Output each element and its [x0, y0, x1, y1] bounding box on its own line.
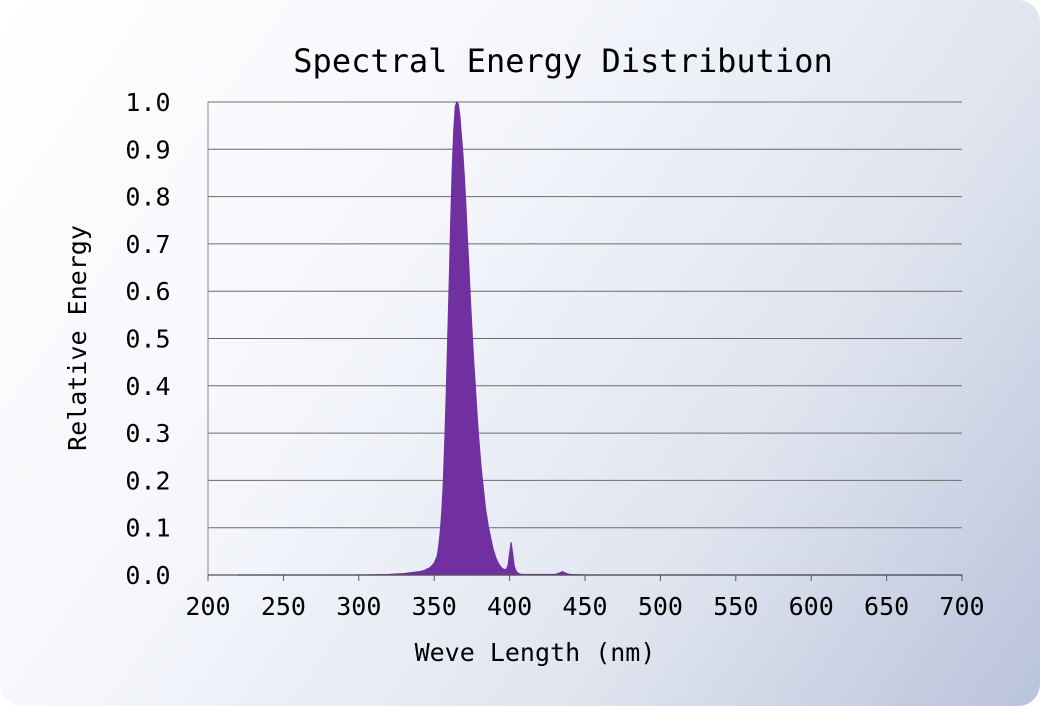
data-point	[453, 129, 455, 131]
data-point	[501, 567, 503, 569]
data-point	[510, 542, 512, 544]
chart-title: Spectral Energy Distribution	[293, 42, 832, 80]
grid-layer	[208, 101, 962, 529]
data-point	[512, 553, 514, 555]
data-point	[447, 337, 449, 340]
data-point	[484, 508, 487, 510]
x-tick-label: 700	[939, 592, 984, 621]
y-tick-label: 0.5	[125, 325, 170, 354]
data-point	[445, 394, 447, 396]
x-tick-label: 650	[864, 592, 909, 621]
tick-label-layer: 200 250 300 350 400 450 500 550 600 650 700 0.0 0.1 0…	[125, 88, 984, 621]
y-tick-label: 1.0	[125, 88, 170, 117]
y-tick-label: 0.7	[125, 230, 170, 259]
data-point	[450, 219, 452, 221]
data-point	[477, 427, 479, 429]
data-point	[472, 356, 475, 359]
data-point	[441, 512, 443, 515]
data-point	[463, 177, 465, 179]
data-point	[448, 281, 450, 283]
x-tick-label: 450	[562, 592, 607, 621]
data-point	[493, 553, 496, 555]
data-point	[444, 441, 446, 444]
data-point	[502, 568, 505, 570]
data-point	[490, 541, 493, 543]
data-point	[516, 572, 518, 574]
data-point	[459, 115, 461, 117]
y-tick-label: 0.4	[125, 372, 170, 401]
x-tick-label: 600	[789, 592, 834, 621]
data-point	[486, 517, 488, 519]
data-point	[474, 380, 476, 382]
data-point	[451, 167, 453, 169]
data-point	[469, 300, 471, 302]
y-axis-label: Relative Energy	[63, 225, 92, 451]
data-point	[465, 205, 467, 207]
y-tick-label: 0.6	[125, 277, 170, 306]
data-point	[439, 531, 441, 534]
data-point	[558, 572, 560, 574]
data-point	[442, 484, 444, 486]
data-point	[505, 568, 508, 570]
data-point	[518, 572, 520, 575]
y-tick-label: 0.9	[125, 135, 170, 164]
data-point	[498, 563, 500, 566]
x-tick-label: 400	[487, 592, 532, 621]
data-point	[436, 555, 438, 557]
data-point	[430, 565, 432, 568]
data-point	[489, 534, 491, 536]
data-point	[460, 134, 462, 136]
data-point	[513, 564, 515, 567]
y-tick-label: 0.0	[125, 561, 170, 590]
data-point	[403, 572, 405, 575]
x-tick-label: 200	[185, 592, 230, 621]
data-point	[418, 571, 420, 573]
data-point	[457, 103, 459, 105]
data-point	[438, 546, 440, 548]
x-axis-label: Weve Length (nm)	[415, 638, 656, 667]
data-point	[454, 106, 456, 108]
data-point	[509, 553, 511, 555]
data-point	[515, 569, 517, 571]
x-tick-label: 550	[713, 592, 758, 621]
data-point	[410, 572, 413, 574]
axis-layer	[207, 102, 963, 581]
data-point	[478, 446, 481, 448]
data-point	[496, 561, 499, 563]
data-point	[487, 527, 490, 529]
data-point	[433, 562, 435, 564]
x-tick-label: 250	[261, 592, 306, 621]
data-point	[495, 557, 497, 560]
x-tick-label: 500	[638, 592, 683, 621]
data-point	[468, 266, 470, 269]
data-point	[466, 238, 468, 240]
x-tick-label: 350	[412, 592, 457, 621]
data-point	[456, 101, 458, 103]
y-tick-label: 0.2	[125, 466, 170, 495]
data-point	[475, 404, 478, 406]
data-point	[462, 153, 464, 155]
data-point	[564, 572, 566, 574]
y-tick-label: 0.3	[125, 419, 170, 448]
data-point	[426, 568, 428, 570]
data-point	[504, 569, 506, 571]
data-point	[423, 570, 425, 572]
data-point	[561, 571, 563, 573]
data-point	[429, 567, 431, 569]
data-point	[499, 565, 502, 568]
data-point	[480, 465, 482, 467]
x-tick-label: 300	[336, 592, 381, 621]
y-tick-label: 0.8	[125, 183, 170, 212]
data-point	[471, 328, 473, 330]
data-point	[507, 564, 509, 567]
data-point	[483, 493, 485, 496]
data-point	[481, 479, 484, 481]
data-point	[492, 548, 494, 550]
y-tick-label: 0.1	[125, 514, 170, 543]
